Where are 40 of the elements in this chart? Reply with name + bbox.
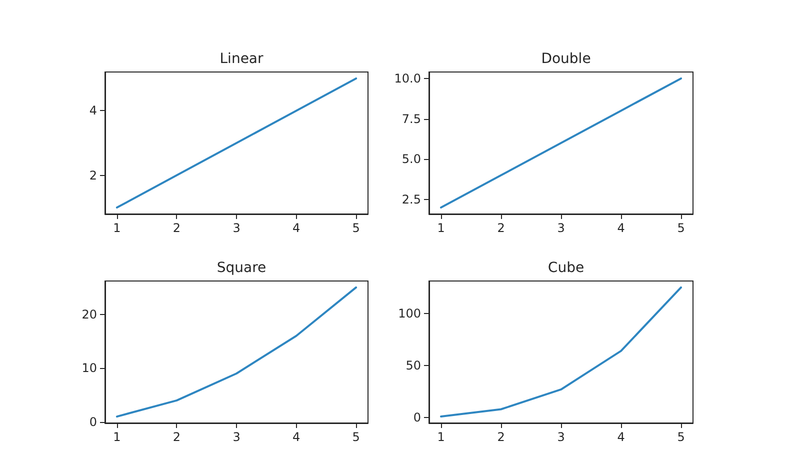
x-tick-label: 1 — [113, 221, 121, 235]
y-tick-label: 10.0 — [394, 71, 421, 86]
x-tick-label: 2 — [497, 430, 505, 444]
chart-title: Cube — [548, 260, 584, 276]
y-tick-label: 0 — [413, 410, 421, 425]
x-tick-label: 1 — [437, 221, 445, 235]
chart-title: Linear — [220, 51, 264, 67]
x-tick-label: 2 — [172, 221, 181, 235]
x-tick-label: 5 — [677, 430, 685, 444]
y-tick-label: 0 — [89, 414, 97, 429]
y-tick-label: 100 — [398, 306, 421, 320]
y-tick-label: 4 — [89, 104, 97, 118]
x-tick-label: 4 — [617, 221, 625, 235]
x-tick-label: 5 — [352, 430, 360, 444]
line-series — [116, 286, 358, 418]
x-tick-label: 4 — [292, 221, 300, 235]
line-series — [116, 77, 358, 209]
line-series — [440, 77, 682, 209]
x-tick-label: 5 — [352, 221, 360, 235]
chart-title: Double — [541, 51, 591, 67]
x-tick-label: 3 — [232, 430, 240, 444]
y-tick-label: 2 — [89, 168, 97, 182]
x-tick-label: 2 — [172, 430, 181, 444]
x-tick-label: 4 — [292, 430, 300, 444]
x-tick-label: 1 — [113, 430, 121, 444]
chart-title: Square — [216, 260, 266, 276]
y-tick-label: 2.5 — [402, 192, 421, 206]
x-tick-label: 1 — [437, 430, 445, 444]
y-tick-label: 5.0 — [402, 152, 421, 166]
line-series — [440, 286, 682, 418]
y-tick-label: 7.5 — [402, 112, 421, 126]
x-tick-label: 2 — [497, 221, 505, 235]
y-tick-label: 50 — [406, 358, 421, 373]
x-tick-label: 3 — [557, 430, 565, 444]
x-tick-label: 3 — [232, 221, 240, 235]
x-tick-label: 4 — [617, 430, 625, 444]
y-tick-label: 20 — [82, 307, 97, 322]
x-tick-label: 3 — [557, 221, 565, 235]
y-tick-label: 10 — [82, 361, 97, 376]
x-tick-label: 5 — [677, 221, 685, 235]
